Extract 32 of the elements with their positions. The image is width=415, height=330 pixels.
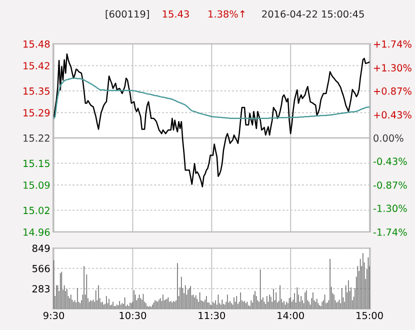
x-tick-label: 9:30 xyxy=(43,312,64,320)
chart-title: [600119] xyxy=(106,10,149,19)
y-tick-label: 15.02 xyxy=(24,206,50,214)
y2-tick-label: -0.43% xyxy=(373,158,407,166)
y2-tick-label: +1.74% xyxy=(374,40,412,48)
y-tick-label: 15.22 xyxy=(24,134,50,142)
text: 2016-04-22 15:00:45 xyxy=(262,10,364,18)
text: 15.43 xyxy=(162,10,189,18)
y-tick-label: 849 xyxy=(32,244,50,252)
y2-tick-label: +1.30% xyxy=(374,64,412,72)
line-series xyxy=(53,78,370,120)
text: 1.38%↑ xyxy=(208,10,245,18)
y2-tick-label: -1.30% xyxy=(373,204,407,212)
y-tick-label: 14.96 xyxy=(24,228,50,236)
y2-tick-label: +0.87% xyxy=(374,87,412,95)
x-tick-label: 11:30 xyxy=(198,312,226,320)
y-tick-label: 15.48 xyxy=(24,40,50,48)
y2-tick-label: -0.87% xyxy=(373,181,407,189)
y2-tick-label: +0.43% xyxy=(374,111,412,119)
y-tick-label: 15.29 xyxy=(24,109,50,116)
x-tick-label: 15:00 xyxy=(356,312,383,320)
line-series xyxy=(53,53,370,188)
y-tick-label: 566 xyxy=(32,264,50,272)
x-tick-label: 14:00 xyxy=(278,312,304,320)
y-tick-label: 15.09 xyxy=(24,181,50,189)
y2-tick-label: 0.00% xyxy=(374,134,404,142)
y-tick-label: 15.42 xyxy=(24,62,50,70)
x-tick-label: 10:30 xyxy=(120,312,146,320)
y-tick-label: 15.35 xyxy=(24,87,50,95)
y-tick-label: 283 xyxy=(32,285,50,292)
y-tick-label: 15.15 xyxy=(24,160,50,168)
y2-tick-label: -1.74% xyxy=(373,228,407,236)
